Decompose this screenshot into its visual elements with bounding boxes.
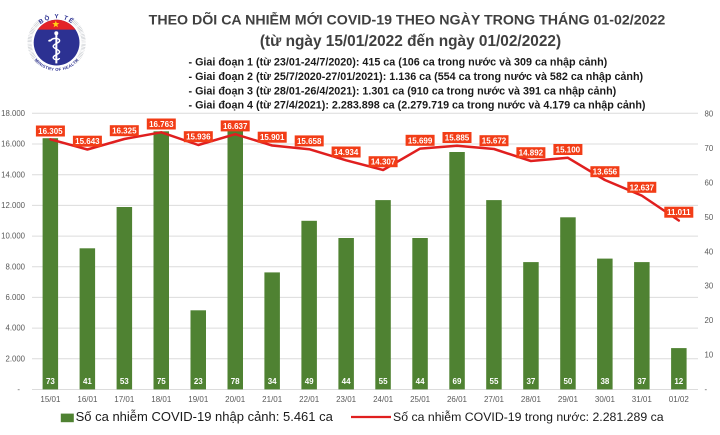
- svg-text:60: 60: [705, 179, 714, 188]
- svg-text:73: 73: [46, 377, 55, 386]
- svg-text:12: 12: [674, 377, 683, 386]
- svg-text:14.934: 14.934: [334, 148, 359, 157]
- svg-text:40: 40: [705, 247, 714, 256]
- svg-text:16.000: 16.000: [1, 140, 26, 149]
- svg-text:28/01: 28/01: [521, 395, 542, 404]
- svg-text:-: -: [17, 385, 20, 394]
- svg-text:13.656: 13.656: [593, 168, 618, 177]
- svg-text:27/01: 27/01: [484, 395, 505, 404]
- svg-text:Số ca nhiễm COVID-19 trong nướ: Số ca nhiễm COVID-19 trong nước: 2.281.2…: [393, 409, 664, 424]
- svg-text:78: 78: [231, 377, 240, 386]
- svg-text:12.637: 12.637: [630, 183, 655, 192]
- svg-text:21/01: 21/01: [262, 395, 283, 404]
- svg-text:53: 53: [120, 377, 129, 386]
- svg-text:55: 55: [379, 377, 388, 386]
- svg-text:16.305: 16.305: [38, 127, 63, 136]
- svg-text:80: 80: [705, 110, 714, 119]
- svg-text:18.000: 18.000: [1, 109, 26, 118]
- svg-text:75: 75: [157, 377, 166, 386]
- svg-text:- Giai đoạn 3 (từ 28/01-26/4/2: - Giai đoạn 3 (từ 28/01-26/4/2021): 1.30…: [189, 85, 617, 97]
- svg-text:Số ca nhiễm COVID-19 nhập cảnh: Số ca nhiễm COVID-19 nhập cảnh: 5.461 ca: [76, 409, 334, 424]
- svg-text:20: 20: [705, 316, 714, 325]
- svg-text:01/02: 01/02: [669, 395, 690, 404]
- svg-text:15.901: 15.901: [260, 133, 285, 142]
- svg-text:16.637: 16.637: [223, 122, 248, 131]
- svg-text:55: 55: [490, 377, 499, 386]
- svg-text:70: 70: [705, 144, 714, 153]
- svg-text:30/01: 30/01: [595, 395, 616, 404]
- svg-text:15/01: 15/01: [40, 395, 61, 404]
- svg-text:29/01: 29/01: [558, 395, 579, 404]
- svg-text:15.885: 15.885: [445, 134, 470, 143]
- svg-text:41: 41: [83, 377, 92, 386]
- svg-text:20/01: 20/01: [225, 395, 246, 404]
- svg-text:12.000: 12.000: [1, 201, 26, 210]
- svg-text:- Giai đoạn 4 (từ 27/4/2021):: - Giai đoạn 4 (từ 27/4/2021): 2.283.898 …: [189, 100, 646, 112]
- svg-text:- Giai đoạn 1 (từ 23/01-24/7/2: - Giai đoạn 1 (từ 23/01-24/7/2020): 415 …: [189, 57, 608, 69]
- svg-text:22/01: 22/01: [299, 395, 320, 404]
- svg-text:50: 50: [563, 377, 572, 386]
- svg-text:19/01: 19/01: [188, 395, 209, 404]
- svg-text:15.100: 15.100: [556, 146, 581, 155]
- svg-text:31/01: 31/01: [632, 395, 653, 404]
- svg-text:10: 10: [705, 351, 714, 360]
- svg-text:10.000: 10.000: [1, 232, 26, 241]
- svg-text:38: 38: [600, 377, 609, 386]
- svg-text:15.699: 15.699: [408, 136, 433, 145]
- svg-text:2.000: 2.000: [5, 354, 25, 363]
- svg-text:15.658: 15.658: [297, 137, 322, 146]
- svg-text:37: 37: [637, 377, 646, 386]
- svg-text:-: -: [705, 385, 708, 394]
- svg-text:44: 44: [416, 377, 425, 386]
- svg-text:50: 50: [705, 213, 714, 222]
- svg-text:24/01: 24/01: [373, 395, 394, 404]
- svg-text:69: 69: [453, 377, 462, 386]
- svg-text:44: 44: [342, 377, 351, 386]
- svg-text:15.936: 15.936: [186, 133, 211, 142]
- svg-text:14.892: 14.892: [519, 149, 544, 158]
- svg-text:37: 37: [526, 377, 535, 386]
- svg-text:49: 49: [305, 377, 314, 386]
- svg-text:23/01: 23/01: [336, 395, 357, 404]
- svg-text:15.643: 15.643: [75, 137, 100, 146]
- svg-text:34: 34: [268, 377, 277, 386]
- svg-text:14.307: 14.307: [371, 158, 396, 167]
- svg-text:26/01: 26/01: [447, 395, 468, 404]
- svg-text:8.000: 8.000: [5, 262, 25, 271]
- svg-text:THEO DÕI CA NHIỄM MỚI COVID-19: THEO DÕI CA NHIỄM MỚI COVID-19 THEO NGÀY…: [149, 11, 666, 29]
- svg-text:11.011: 11.011: [667, 208, 691, 217]
- svg-text:25/01: 25/01: [410, 395, 431, 404]
- svg-text:17/01: 17/01: [114, 395, 135, 404]
- svg-text:16.325: 16.325: [112, 127, 137, 136]
- svg-text:23: 23: [194, 377, 203, 386]
- svg-text:16/01: 16/01: [77, 395, 98, 404]
- svg-text:14.000: 14.000: [1, 170, 26, 179]
- svg-text:30: 30: [705, 282, 714, 291]
- svg-text:4.000: 4.000: [5, 324, 25, 333]
- svg-text:16.763: 16.763: [149, 120, 174, 129]
- svg-text:15.672: 15.672: [482, 137, 507, 146]
- svg-text:- Giai đoạn 2 (từ 25/7/2020-27: - Giai đoạn 2 (từ 25/7/2020-27/01/2021):…: [189, 71, 644, 83]
- svg-text:6.000: 6.000: [5, 293, 25, 302]
- svg-text:(từ ngày 15/01/2022 đến ngày 0: (từ ngày 15/01/2022 đến ngày 01/02/2022): [260, 33, 561, 50]
- svg-text:18/01: 18/01: [151, 395, 172, 404]
